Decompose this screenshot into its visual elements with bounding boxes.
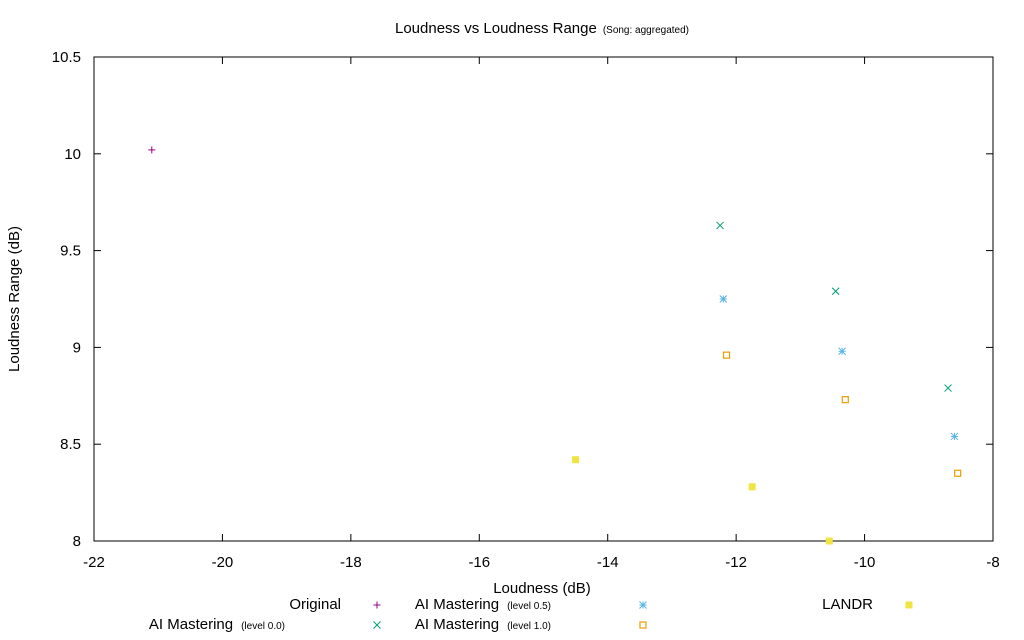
data-point [716, 221, 724, 230]
legend-item: AI Mastering (level 0.0) [149, 616, 381, 633]
y-axis-label: Loudness Range (dB) [6, 226, 23, 372]
legend-label: AI Mastering (level 0.5) [415, 596, 551, 613]
data-point [838, 347, 846, 356]
chart-title: Loudness vs Loudness Range (Song: aggrega… [395, 20, 689, 37]
data-point [572, 456, 580, 464]
data-point [944, 384, 952, 392]
legend-marker [373, 621, 381, 629]
x-tick-label: -18 [340, 554, 362, 571]
data-point [722, 351, 731, 359]
data-point [148, 146, 156, 154]
x-tick-label: -8 [986, 554, 999, 571]
data-point [841, 396, 849, 404]
legend-item: LANDR [822, 596, 913, 613]
legend-item: AI Mastering (level 0.5) [415, 596, 647, 613]
data-point [831, 287, 840, 296]
data-point [719, 295, 728, 303]
x-tick-label: -22 [83, 554, 105, 571]
y-tick-label: 10.5 [52, 49, 81, 66]
legend-label: LANDR [822, 596, 873, 613]
legend-item: AI Mastering (level 1.0) [415, 616, 647, 633]
data-point [954, 469, 962, 477]
legend-item: Original [289, 596, 381, 613]
legend-marker [905, 601, 913, 609]
legend-label: AI Mastering (level 1.0) [415, 616, 551, 633]
data-point [748, 483, 756, 491]
y-tick-label: 10 [64, 146, 81, 163]
data-point [825, 537, 833, 545]
data-points [148, 146, 962, 545]
x-tick-label: -12 [725, 554, 747, 571]
legend-label: Original [289, 596, 341, 613]
y-tick-label: 8.5 [60, 436, 81, 453]
x-tick-label: -14 [597, 554, 619, 571]
x-tick-label: -16 [468, 554, 490, 571]
y-tick-label: 9 [73, 339, 81, 356]
y-tick-label: 9.5 [60, 243, 81, 260]
legend-marker [373, 601, 381, 609]
plot-area [93, 56, 994, 542]
axis-ticks: -22 -20 -18 -16 -14 -12 -10 -8 8 8.5 9 9.5 10 10.5 [52, 49, 1000, 571]
x-axis-label: Loudness (dB) [493, 580, 591, 597]
data-point [950, 432, 959, 441]
x-tick-label: -20 [212, 554, 234, 571]
legend-label: AI Mastering (level 0.0) [149, 616, 285, 633]
y-tick-label: 8 [73, 533, 81, 550]
legend-marker [639, 601, 647, 609]
x-tick-label: -10 [854, 554, 876, 571]
legend-marker [639, 621, 647, 629]
